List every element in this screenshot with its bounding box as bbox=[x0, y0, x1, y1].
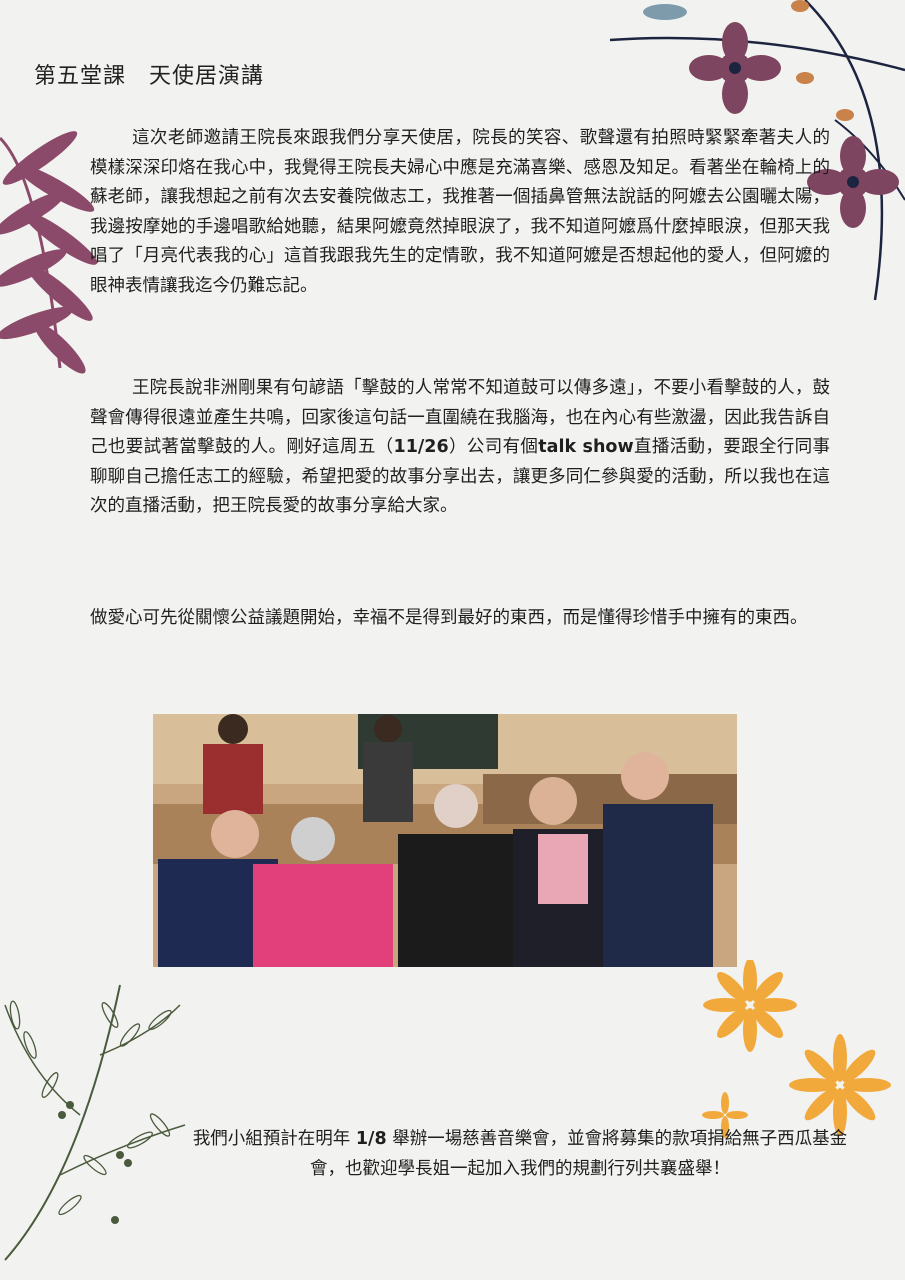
event-name-text: talk show bbox=[538, 437, 634, 457]
paragraph-text: 直播活動，要跟全行同事聊聊自己擔任志工的經驗，希望把愛的故事分享出去，讓更多同仁… bbox=[90, 437, 831, 516]
paragraph-angel-home: 這次老師邀請王院長來跟我們分享天使居，院長的笑容、歌聲還有拍照時緊緊牽著夫人的模… bbox=[90, 128, 830, 296]
paragraph-drum-proverb: 王院長說非洲剛果有句諺語「擊鼓的人常常不知道鼓可以傳多遠」，不要小看擊鼓的人，鼓… bbox=[90, 374, 830, 522]
concert-date-text: 1/8 bbox=[355, 1129, 387, 1149]
date-text: 11/26 bbox=[393, 437, 449, 457]
closing-text: 我們小組預計在明年 bbox=[192, 1129, 356, 1149]
paragraph-text: ）公司有個 bbox=[448, 437, 539, 457]
closing-text: 舉辦一場慈善音樂會，並會將募集的款項捐給無子西瓜基金會，也歡迎學長姐一起加入我們… bbox=[310, 1129, 848, 1179]
paragraph-text: 王院長說非洲剛果有句諺語「擊鼓的人常常不知道鼓可以傳多遠」，不要小看擊鼓的人，鼓… bbox=[90, 378, 830, 457]
olive-branch-decoration bbox=[4, 984, 186, 1261]
group-photo-illustration bbox=[153, 714, 737, 967]
paragraph-happiness: 做愛心可先從關懷公益議題開始，幸福不是得到最好的東西，而是懂得珍惜手中擁有的東西… bbox=[90, 608, 808, 628]
orange-flower-decoration bbox=[702, 960, 891, 1138]
page-title: 第五堂課 天使居演講 bbox=[34, 64, 265, 89]
closing-announcement: 我們小組預計在明年 1/8 舉辦一場慈善音樂會，並會將募集的款項捐給無子西瓜基金… bbox=[190, 1124, 850, 1184]
group-photo bbox=[153, 714, 737, 967]
